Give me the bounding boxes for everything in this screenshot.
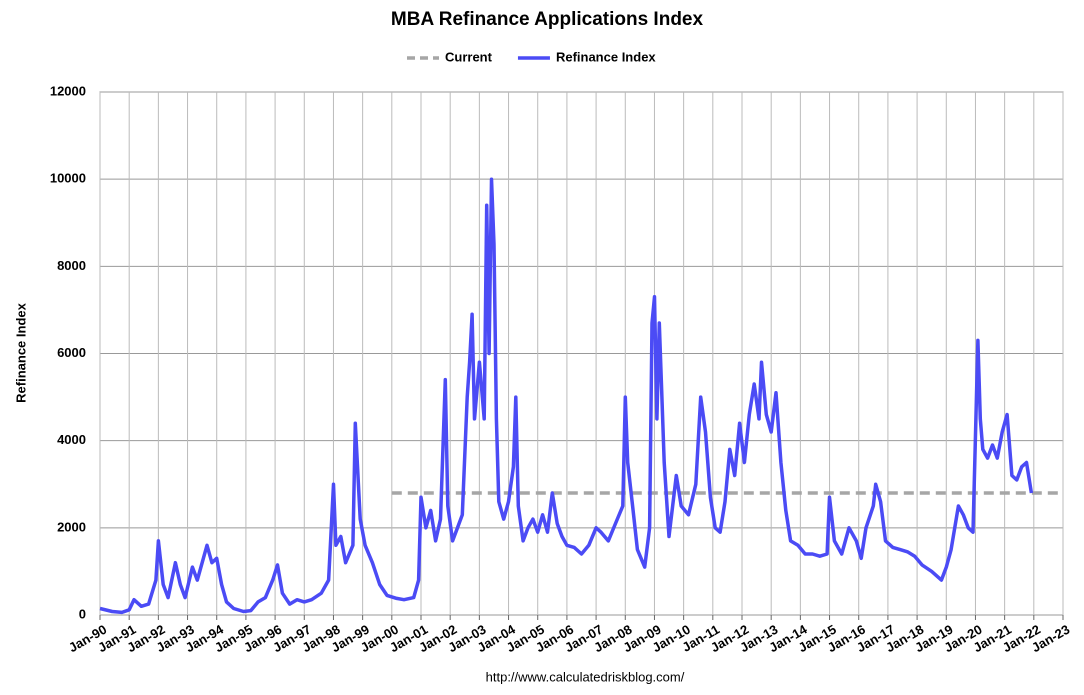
series-line xyxy=(99,177,1034,615)
legend-label: Refinance Index xyxy=(556,49,656,64)
chart-title: MBA Refinance Applications Index xyxy=(391,9,704,30)
y-tick-label: 0 xyxy=(79,606,86,621)
y-tick-label: 6000 xyxy=(57,345,86,360)
y-tick-label: 4000 xyxy=(57,432,86,447)
legend-label: Current xyxy=(445,49,493,64)
y-tick-label: 12000 xyxy=(50,83,86,98)
source: http://www.calculatedriskblog.com/ xyxy=(486,669,685,684)
y-axis-label: Refinance Index xyxy=(13,302,28,402)
y-tick-label: 8000 xyxy=(57,258,86,273)
y-tick-label: 2000 xyxy=(57,519,86,534)
y-tick-label: 10000 xyxy=(50,171,86,186)
